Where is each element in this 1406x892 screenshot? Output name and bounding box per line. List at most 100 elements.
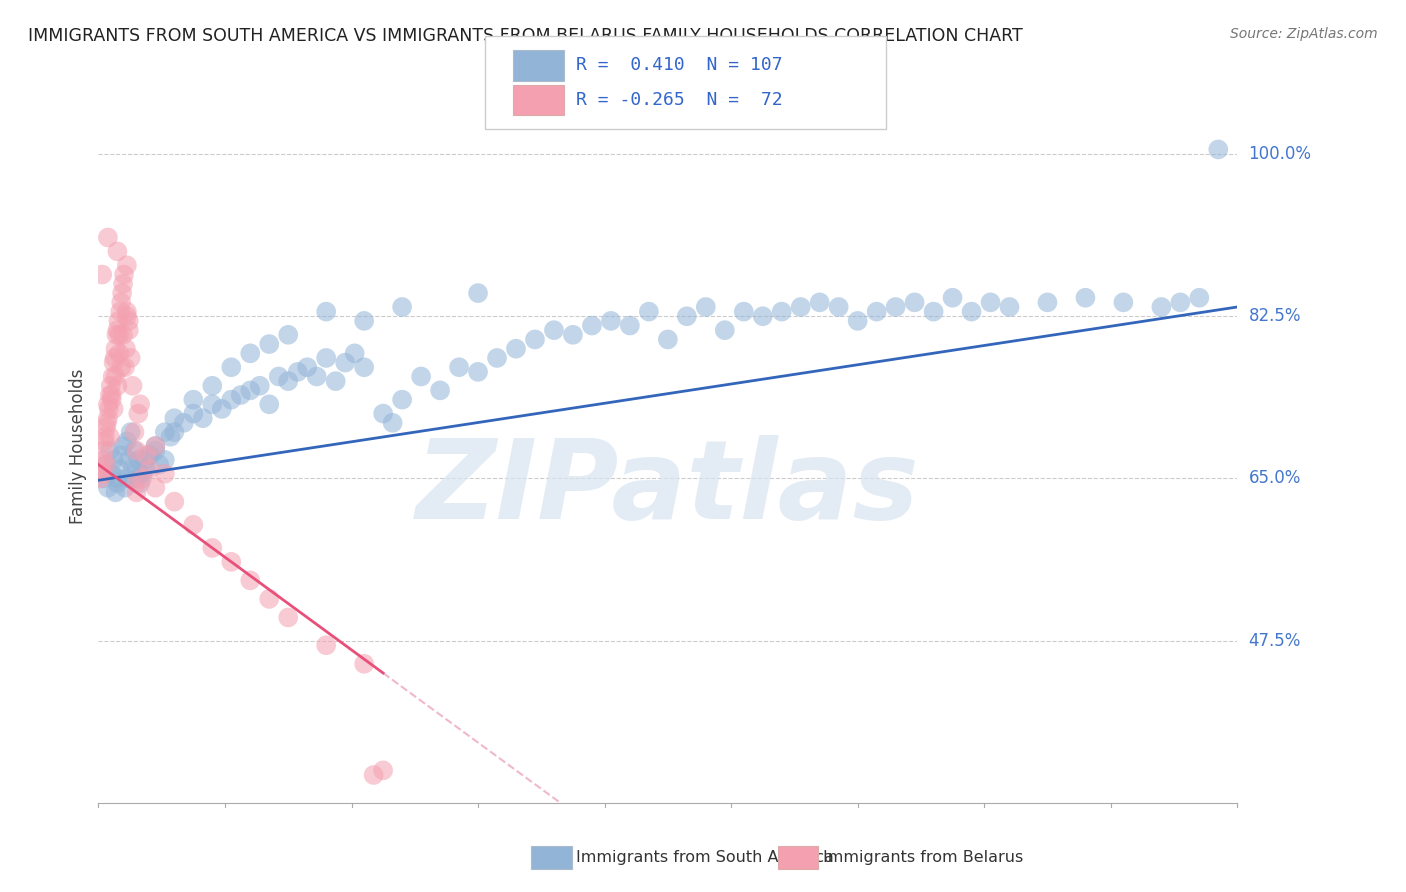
Point [657,333,679,347]
Point [96,416,118,430]
Point [922,304,945,318]
Point [115,434,138,449]
Point [114,360,136,375]
Point [183,392,205,407]
Point [884,300,907,314]
Point [100,378,122,392]
Point [112,277,135,291]
Point [277,327,299,342]
Point [1188,291,1211,305]
Point [118,453,141,467]
Point [98,430,121,444]
Point [145,439,167,453]
Text: Immigrants from Belarus: Immigrants from Belarus [823,850,1022,864]
Point [125,462,148,476]
Point [112,439,135,453]
Point [287,365,309,379]
Text: 82.5%: 82.5% [1249,307,1301,326]
Point [138,448,160,462]
Point [173,416,195,430]
Point [97,397,120,411]
Point [381,416,404,430]
Point [107,378,129,392]
Point [93,434,115,449]
Point [259,591,281,606]
Point [135,453,157,467]
Point [107,244,129,259]
Text: Immigrants from South America: Immigrants from South America [576,850,834,864]
Point [790,300,813,314]
Point [979,295,1001,310]
Point [866,304,889,318]
Point [904,295,927,310]
Point [159,430,181,444]
Point [942,291,965,305]
Point [239,574,262,588]
Point [91,268,114,282]
Text: IMMIGRANTS FROM SOUTH AMERICA VS IMMIGRANTS FROM BELARUS FAMILY HOUSEHOLDS CORRE: IMMIGRANTS FROM SOUTH AMERICA VS IMMIGRA… [28,27,1024,45]
Point [201,541,224,555]
Point [335,355,357,369]
Point [125,485,148,500]
Point [121,462,143,476]
Point [183,517,205,532]
Point [828,300,851,314]
Point [91,453,114,467]
Point [97,481,120,495]
Point [153,425,176,439]
Point [105,327,128,342]
Point [505,342,527,356]
Point [131,471,153,485]
Point [129,476,152,491]
Point [267,369,290,384]
Text: ZIPatlas: ZIPatlas [416,435,920,542]
Point [124,443,146,458]
Point [131,467,153,481]
Point [114,481,136,495]
Point [524,333,547,347]
Point [353,657,375,671]
Point [107,314,129,328]
Point [229,388,252,402]
Point [239,346,262,360]
Point [153,453,176,467]
Text: 65.0%: 65.0% [1249,469,1301,487]
Point [277,610,299,624]
Point [115,304,138,318]
Point [115,471,138,485]
Point [138,462,160,476]
Text: R = -0.265  N =  72: R = -0.265 N = 72 [576,91,783,109]
Point [107,323,129,337]
Point [135,462,157,476]
Point [259,337,281,351]
Point [115,310,138,324]
Point [103,401,125,416]
Point [148,458,170,472]
Point [127,407,149,421]
Point [91,467,114,481]
Point [363,768,385,782]
Point [125,443,148,458]
Point [104,369,127,384]
Point [120,351,142,365]
Point [125,476,148,491]
Point [93,471,115,485]
Point [343,346,366,360]
Point [305,369,328,384]
Point [562,327,585,342]
Point [1170,295,1192,310]
Point [249,378,271,392]
Point [581,318,603,333]
Point [121,378,143,392]
Point [353,360,375,375]
Point [714,323,737,337]
Text: Source: ZipAtlas.com: Source: ZipAtlas.com [1230,27,1378,41]
Point [111,286,134,301]
Point [104,342,127,356]
Point [100,467,122,481]
Point [429,384,451,398]
Point [733,304,755,318]
Point [201,397,224,411]
Text: 100.0%: 100.0% [1249,145,1312,163]
Point [97,411,120,425]
